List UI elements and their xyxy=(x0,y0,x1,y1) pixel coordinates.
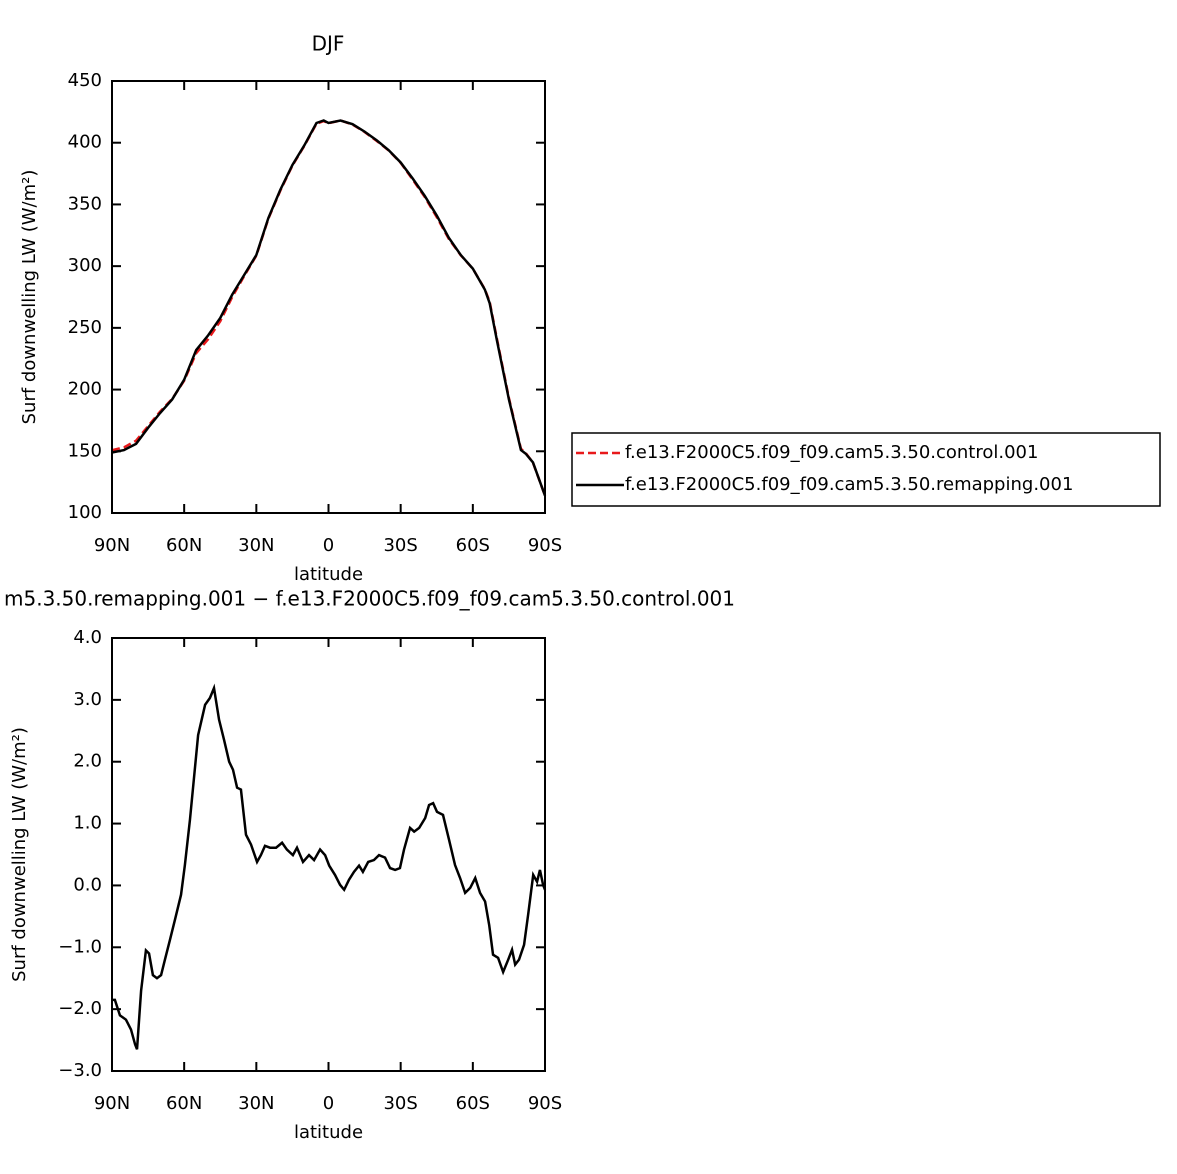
plot-frame xyxy=(111,637,546,1072)
y-tick-label: 200 xyxy=(68,379,102,400)
y-tick-label: 4.0 xyxy=(73,627,102,648)
x-tick-label: 30N xyxy=(238,1093,274,1114)
x-tick-label: 90N xyxy=(94,1093,130,1114)
x-tick-label: 30S xyxy=(383,1093,417,1114)
y-tick-label: 350 xyxy=(68,193,102,214)
chart-title: m5.3.50.remapping.001 − f.e13.F2000C5.f0… xyxy=(4,587,735,611)
y-tick-label: 0.0 xyxy=(73,874,102,895)
data-line xyxy=(112,683,547,1050)
legend-label: f.e13.F2000C5.f09_f09.cam5.3.50.remappin… xyxy=(625,474,1073,495)
x-tick-label: 90S xyxy=(528,1093,562,1114)
y-tick-label: 1.0 xyxy=(73,813,102,834)
y-tick-label: 100 xyxy=(68,502,102,523)
plot-frame xyxy=(111,80,546,514)
x-tick-label: 0 xyxy=(323,1093,334,1114)
y-tick-label: −1.0 xyxy=(58,936,102,957)
x-tick-label: 90N xyxy=(94,535,130,556)
x-tick-label: 60S xyxy=(456,535,490,556)
y-tick-label: 2.0 xyxy=(73,751,102,772)
data-line xyxy=(111,119,547,497)
y-tick-label: −2.0 xyxy=(58,998,102,1019)
x-tick-label: 0 xyxy=(323,535,334,556)
x-tick-label: 30N xyxy=(238,535,274,556)
x-axis-label: latitude xyxy=(294,1122,363,1143)
y-tick-label: 300 xyxy=(68,255,102,276)
y-tick-label: 400 xyxy=(68,132,102,153)
x-tick-label: 60S xyxy=(456,1093,490,1114)
x-tick-label: 60N xyxy=(166,1093,202,1114)
y-tick-label: 150 xyxy=(68,440,102,461)
y-tick-label: 3.0 xyxy=(73,689,102,710)
x-axis-label: latitude xyxy=(294,564,363,585)
x-tick-label: 60N xyxy=(166,535,202,556)
x-tick-label: 30S xyxy=(383,535,417,556)
x-tick-label: 90S xyxy=(528,535,562,556)
y-axis-label: Surf downwelling LW (W/m²) xyxy=(9,727,30,982)
y-tick-label: 250 xyxy=(68,317,102,338)
data-line xyxy=(111,119,547,497)
y-tick-label: 450 xyxy=(68,70,102,91)
y-tick-label: −3.0 xyxy=(58,1060,102,1081)
legend-label: f.e13.F2000C5.f09_f09.cam5.3.50.control.… xyxy=(625,442,1038,463)
chart-title: DJF xyxy=(312,32,345,56)
legend-box xyxy=(571,432,1161,507)
y-axis-label: Surf downwelling LW (W/m²) xyxy=(19,170,40,425)
